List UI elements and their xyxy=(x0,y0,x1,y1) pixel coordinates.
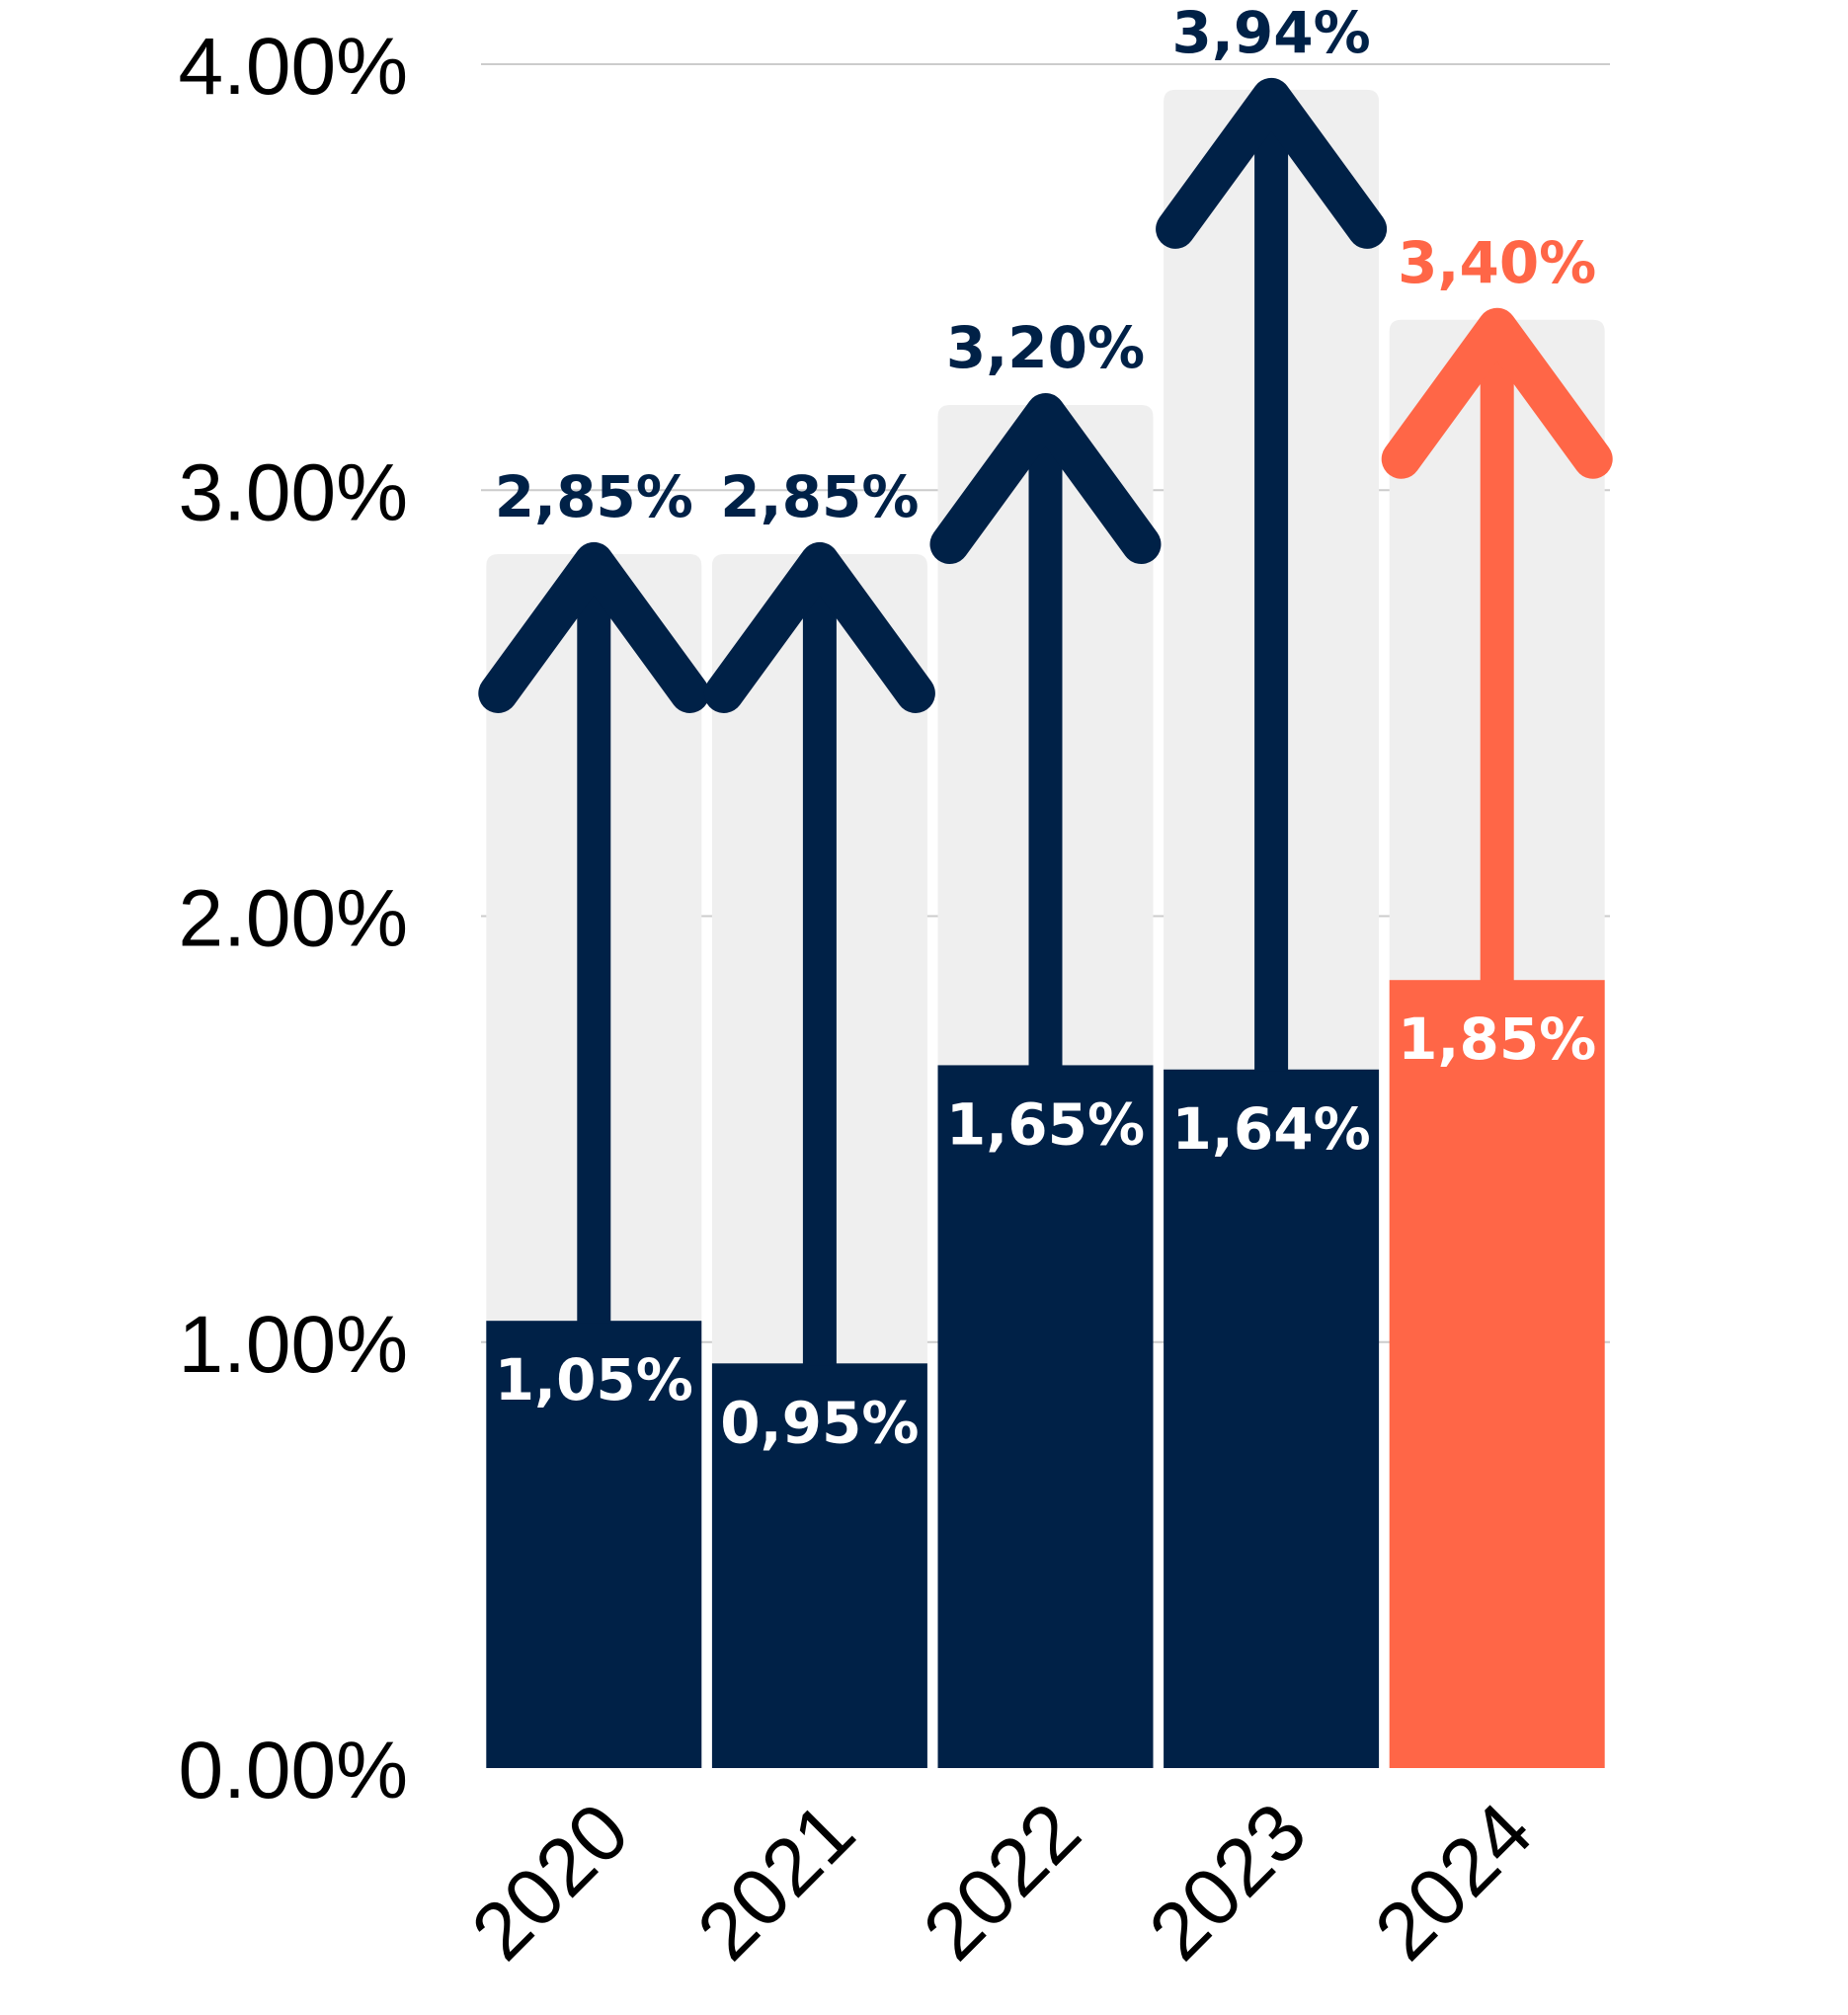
y-tick-label: 4.00% xyxy=(178,22,408,112)
target-value-label: 3,20% xyxy=(946,314,1145,381)
arrow-head xyxy=(929,393,1162,564)
target-value-label: 2,85% xyxy=(720,463,919,530)
x-category-label: 2022 xyxy=(907,1786,1097,1976)
base-value-label: 1,05% xyxy=(495,1346,693,1413)
y-tick-label: 2.00% xyxy=(178,874,408,964)
arrow-head xyxy=(1156,77,1388,249)
x-axis-labels: 2020 2021 2022 2023 2024 xyxy=(455,1786,1550,1976)
y-tick-label: 3.00% xyxy=(178,447,408,537)
bar xyxy=(486,1321,702,1768)
y-axis-ticks: 0.00% 1.00% 2.00% 3.00% 4.00% xyxy=(178,22,408,1815)
x-category-label: 2024 xyxy=(1358,1786,1549,1976)
target-value-label: 3,40% xyxy=(1398,229,1596,296)
y-tick-label: 0.00% xyxy=(178,1726,408,1815)
bar xyxy=(937,1065,1154,1768)
data-labels: 1,05% 2,85% 0,95% 2,85% 1,65% 3,20% 1,64% 3,94%… xyxy=(495,0,1597,1456)
bar xyxy=(1164,1069,1380,1768)
target-value-label: 3,94% xyxy=(1171,0,1370,66)
x-category-label: 2021 xyxy=(681,1786,871,1976)
bars xyxy=(486,980,1605,1768)
arrows xyxy=(478,77,1613,1366)
base-value-label: 1,64% xyxy=(1171,1095,1370,1163)
base-value-label: 1,85% xyxy=(1398,1006,1596,1073)
arrow-head xyxy=(478,541,710,713)
base-value-label: 0,95% xyxy=(720,1389,919,1456)
arrow-head xyxy=(1381,307,1613,479)
arrow-head xyxy=(703,541,935,713)
bar xyxy=(1389,980,1605,1768)
x-category-label: 2023 xyxy=(1132,1786,1323,1976)
base-value-label: 1,65% xyxy=(946,1090,1145,1158)
x-category-label: 2020 xyxy=(455,1786,646,1976)
bar xyxy=(711,1363,927,1768)
y-tick-label: 1.00% xyxy=(178,1300,408,1390)
target-value-label: 2,85% xyxy=(495,463,693,530)
